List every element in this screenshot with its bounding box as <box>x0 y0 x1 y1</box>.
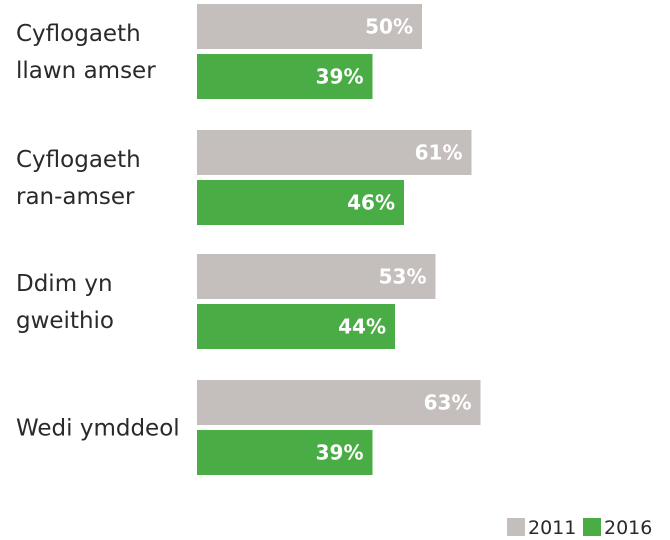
bar-2011 <box>197 4 422 49</box>
bar-2011 <box>197 380 481 425</box>
bar-2011 <box>197 130 472 175</box>
bar-2016 <box>197 180 404 225</box>
data-label: 39% <box>316 441 364 465</box>
data-label: 46% <box>347 191 395 215</box>
data-label: 63% <box>424 391 472 415</box>
category-label: Ddim yn <box>16 271 113 297</box>
legend-swatch-2011 <box>507 518 525 536</box>
bar-2016 <box>197 304 395 349</box>
data-label: 50% <box>365 15 413 39</box>
data-label: 39% <box>316 65 364 89</box>
category-label: Wedi ymddeol <box>16 416 180 442</box>
category-label: Cyflogaeth <box>16 21 141 47</box>
category-label: llawn amser <box>16 58 156 84</box>
data-label: 44% <box>338 315 386 339</box>
bar-2016 <box>197 430 373 475</box>
legend-label-2016: 2016 <box>604 517 652 539</box>
data-label: 53% <box>379 265 427 289</box>
category-label: gweithio <box>16 308 114 334</box>
legend-label-2011: 2011 <box>528 517 576 539</box>
legend-swatch-2016 <box>583 518 601 536</box>
category-label: ran-amser <box>16 184 135 210</box>
category-label: Cyflogaeth <box>16 147 141 173</box>
bar-2016 <box>197 54 373 99</box>
bar-2011 <box>197 254 436 299</box>
data-label: 61% <box>415 141 463 165</box>
